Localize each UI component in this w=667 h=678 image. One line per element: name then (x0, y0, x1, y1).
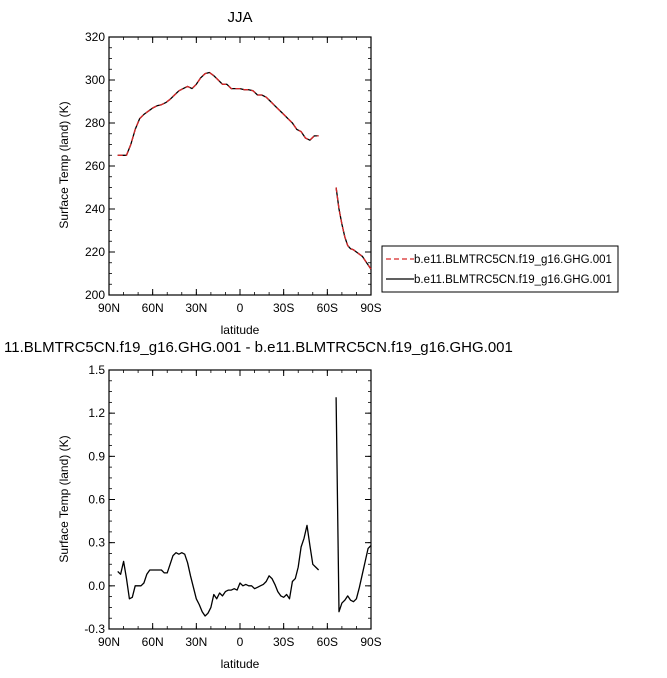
top-xtick-label: 90S (360, 301, 381, 315)
legend-box (381, 245, 619, 293)
bottom-xtick-label: 30N (185, 635, 207, 649)
bottom-xtick-label: 90S (360, 635, 381, 649)
bottom-ylabel: Surface Temp (land) (K) (57, 435, 71, 562)
bottom-panel: 11.BLMTRC5CN.f19_g16.GHG.001 - b.e11.BLM… (4, 339, 513, 671)
bottom-ytick-label: -0.3 (84, 622, 105, 636)
top-xtick-label: 0 (237, 301, 244, 315)
top-frame (108, 36, 372, 296)
top-plot-area: 90N 60N 30N 0 30S 60S 90S 200 220 240 260 280 300 320 (85, 30, 382, 315)
top-ylabel: Surface Temp (land) (K) (57, 101, 71, 228)
bottom-xtick-label: 60N (142, 635, 164, 649)
legend-label-1: b.e11.BLMTRC5CN.f19_g16.GHG.001 (414, 254, 612, 266)
bottom-ytick-label: 0.3 (88, 536, 105, 550)
bottom-ytick-label: 0.0 (88, 579, 105, 593)
top-series-red-dashed-segment-1 (117, 71, 319, 156)
top-ytick-label: 320 (85, 30, 105, 44)
top-xtick-label: 60N (142, 301, 164, 315)
top-series-red-dashed-segment-2 (335, 187, 372, 270)
bottom-xlabel: latitude (221, 657, 260, 671)
bottom-series-black-solid-segment-1 (117, 524, 320, 617)
bottom-ytick-label: 1.2 (88, 406, 105, 420)
top-ytick-label: 260 (85, 159, 105, 173)
top-xtick-label: 90N (98, 301, 120, 315)
top-xtick-label: 60S (317, 301, 338, 315)
bottom-xtick-label: 90N (98, 635, 120, 649)
bottom-ytick-label: 1.5 (88, 363, 105, 377)
bottom-ytick-label: 0.9 (88, 449, 105, 463)
bottom-series-black-solid-segment-2 (335, 397, 372, 613)
top-ytick-label: 200 (85, 288, 105, 302)
bottom-xtick-label: 60S (317, 635, 338, 649)
top-series-black-solid-segment-1 (117, 71, 319, 156)
bottom-ytick-label: 0.6 (88, 493, 105, 507)
top-ytick-label: 300 (85, 73, 105, 87)
bottom-frame (108, 369, 372, 630)
top-ytick-label: 240 (85, 202, 105, 216)
legend-label-2: b.e11.BLMTRC5CN.f19_g16.GHG.001 (414, 274, 612, 286)
legend: b.e11.BLMTRC5CN.f19_g16.GHG.001 b.e11.BL… (381, 245, 619, 293)
top-xtick-label: 30N (185, 301, 207, 315)
top-series-black-solid-segment-2 (335, 187, 372, 270)
bottom-xtick-label: 30S (273, 635, 294, 649)
top-panel: JJA 90N 60N 30N 0 30S 60S 90S 200 220 240 260 280 30… (57, 9, 619, 337)
top-xtick-label: 30S (273, 301, 294, 315)
top-ytick-label: 220 (85, 245, 105, 259)
top-title: JJA (227, 9, 252, 26)
top-ytick-label: 280 (85, 116, 105, 130)
top-xlabel: latitude (221, 323, 260, 337)
bottom-plot-area: 90N 60N 30N 0 30S 60S 90S -0.3 0.0 0.3 0.6 0.9 1.2 1.… (84, 363, 381, 649)
bottom-xtick-label: 0 (237, 635, 244, 649)
bottom-title: 11.BLMTRC5CN.f19_g16.GHG.001 - b.e11.BLM… (4, 339, 513, 356)
